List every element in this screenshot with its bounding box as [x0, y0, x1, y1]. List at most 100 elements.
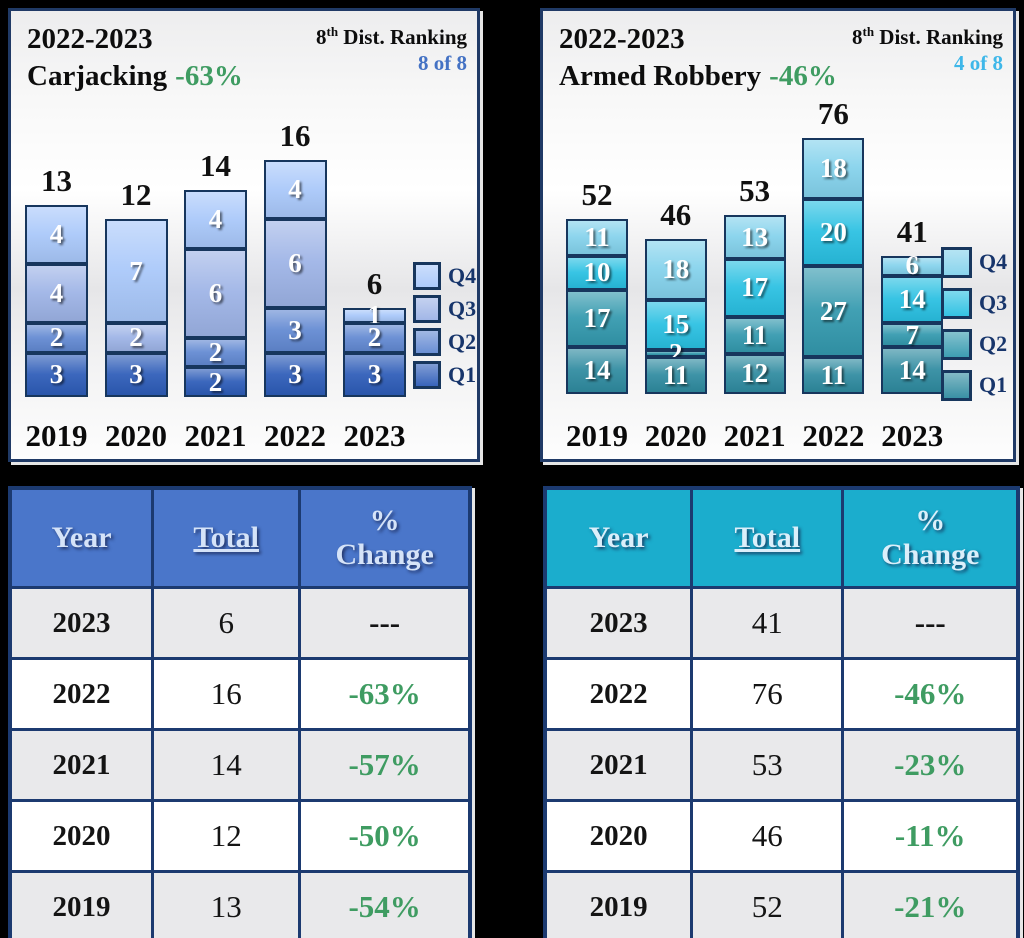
segment-value-label: 3: [367, 359, 382, 390]
segment-value-label: 2: [49, 322, 64, 353]
segment-value-label: 1: [367, 300, 382, 331]
bar-segment-q3-2019: 10: [566, 255, 628, 290]
total-cell: 46: [690, 799, 845, 873]
segment-value-label: 14: [898, 354, 926, 385]
percent-change-label: -46%: [769, 60, 837, 92]
x-axis-year-label: 2021: [184, 418, 247, 453]
segment-value-label: 6: [288, 248, 302, 279]
segment-value-label: 7: [129, 255, 143, 286]
year-cell: 2019: [543, 870, 694, 938]
bar-total-label: 46: [660, 196, 692, 232]
bar-segment-q2-2023: 7: [881, 319, 944, 350]
table-row-2022: 2022 16 -63%: [8, 657, 472, 731]
pct-change-cell: -23%: [841, 728, 1020, 802]
table-header-pct-change: % Change: [298, 486, 472, 589]
x-axis-year-label: 2022: [264, 418, 326, 453]
year-cell: 2020: [8, 799, 155, 873]
chart-title: 2022-2023 Carjacking -63%: [27, 21, 243, 95]
bar-segment-q4-2019: 11: [566, 218, 628, 256]
legend-item-q3: Q3: [941, 288, 1007, 319]
bar-segment-q2-2019: 2: [25, 323, 88, 353]
legend-item-q4: Q4: [941, 247, 1007, 278]
bar-segment-q1-2021: 12: [723, 353, 786, 394]
total-cell: 52: [690, 870, 845, 938]
legend-item-q4: Q4: [413, 262, 476, 290]
bar-segment-q3-2020: 2: [104, 323, 168, 353]
stacked-bar-2019: 14 17 10 11: [566, 218, 628, 394]
segment-value-label: 17: [741, 272, 769, 303]
year-cell: 2021: [8, 728, 155, 802]
bar-segment-q4-2020: 7: [104, 219, 168, 324]
pct-change-cell: -46%: [841, 657, 1020, 731]
stacked-bar-2021: 12 11 17 13: [723, 215, 786, 394]
bar-plot: 14 17 10 11 52 2019 11 2 15 18 46 2020 12 11 17 13 53 202…: [543, 11, 1013, 459]
bar-total-label: 6: [366, 266, 383, 302]
total-cell: 41: [690, 586, 845, 660]
stacked-bar-2020: 11 2 15 18: [644, 239, 707, 394]
year-cell: 2021: [543, 728, 694, 802]
legend-label: Q1: [979, 372, 1008, 398]
total-cell: 53: [690, 728, 845, 802]
x-axis-year-label: 2022: [802, 418, 865, 453]
table-row-2023: 2023 41 ---: [543, 586, 1020, 660]
district-ranking: 8th Dist. Ranking 4 of 8: [852, 19, 1003, 76]
table-header-row: Year Total% Change: [543, 486, 1020, 589]
table-row-2022: 2022 76 -46%: [543, 657, 1020, 731]
bar-segment-q1-2023: 14: [881, 346, 944, 394]
bar-segment-q3-2020: 15: [644, 299, 707, 351]
chart-legend: Q4 Q3 Q2 Q1: [413, 262, 476, 389]
legend-swatch-q3-icon: [413, 295, 441, 323]
legend-item-q1: Q1: [941, 370, 1007, 401]
legend-item-q1: Q1: [413, 361, 476, 389]
segment-value-label: 3: [49, 359, 64, 390]
chart-title-crime-line: Carjacking -63%: [27, 58, 243, 95]
bar-segment-q3-2021: 17: [723, 259, 786, 317]
ranking-title: 8th Dist. Ranking: [852, 19, 1003, 50]
bar-segment-q1-2020: 3: [104, 352, 168, 397]
bar-segment-q2-2023: 2: [343, 323, 406, 353]
segment-value-label: 18: [819, 152, 847, 183]
legend-item-q2: Q2: [941, 329, 1007, 360]
table-row-2019: 2019 13 -54%: [8, 870, 472, 938]
ranking-district-number: 8: [315, 25, 327, 49]
pct-change-cell: ---: [298, 586, 472, 660]
stacked-bar-2019: 3 2 4 4: [25, 204, 88, 397]
ranking-district-number: 8: [851, 25, 863, 49]
total-cell: 13: [151, 870, 302, 938]
segment-value-label: 17: [583, 302, 611, 333]
bar-segment-q2-2019: 17: [566, 289, 628, 347]
bar-segment-q3-2023: 14: [881, 276, 944, 324]
segment-value-label: 7: [905, 319, 919, 350]
bar-segment-q4-2023: 1: [343, 302, 406, 329]
pct-change-cell: ---: [841, 586, 1020, 660]
chart-legend: Q4 Q3 Q2 Q1: [941, 247, 1007, 401]
crime-name: Carjacking: [27, 60, 168, 92]
year-total-change-table: Year Total% Change 2023 6 --- 2022 16 -63% 2021…: [8, 486, 472, 938]
legend-item-q3: Q3: [413, 295, 476, 323]
year-cell: 2023: [543, 586, 694, 660]
segment-value-label: 4: [288, 174, 302, 205]
bar-segment-q4-2022: 4: [263, 160, 327, 220]
legend-swatch-q1-icon: [413, 361, 441, 389]
ranking-value: 4 of 8: [954, 51, 1003, 75]
bar-segment-q2-2020: 2: [644, 340, 707, 367]
stacked-bar-2023: 14 7 14 6: [881, 252, 944, 394]
table-row-2021: 2021 53 -23%: [543, 728, 1020, 802]
pct-change-cell: -50%: [298, 799, 472, 873]
bar-segment-q1-2023: 3: [343, 352, 406, 397]
x-axis-year-label: 2020: [644, 418, 707, 453]
x-axis-year-label: 2020: [105, 418, 167, 453]
segment-value-label: 13: [741, 221, 769, 252]
year-total-change-table: Year Total% Change 2023 41 --- 2022 76 -46% 202…: [543, 486, 1020, 938]
bar-segment-q3-2022: 6: [263, 219, 327, 309]
bar-segment-q1-2022: 3: [263, 352, 327, 397]
x-axis-year-label: 2021: [723, 418, 786, 453]
segment-value-label: 11: [820, 359, 847, 390]
pct-change-cell: -63%: [298, 657, 472, 731]
chart-title-years: 2022-2023: [559, 23, 685, 55]
chart-panel-carjacking: 2022-2023 Carjacking -63% 8th Dist. Ranki…: [8, 8, 480, 462]
bar-total-label: 13: [41, 162, 72, 198]
percent-change-label: -63%: [175, 60, 243, 92]
